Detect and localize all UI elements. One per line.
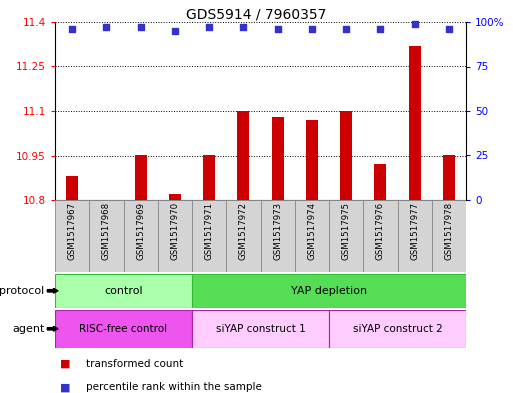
Bar: [271, 117, 284, 200]
Text: GSM1517971: GSM1517971: [205, 202, 213, 260]
Bar: [192, 274, 466, 308]
Bar: [238, 111, 249, 200]
Text: GSM1517975: GSM1517975: [342, 202, 350, 260]
Bar: [432, 200, 466, 272]
Text: control: control: [104, 286, 143, 296]
Text: ■: ■: [60, 359, 71, 369]
Text: GSM1517977: GSM1517977: [410, 202, 419, 260]
Text: GSM1517969: GSM1517969: [136, 202, 145, 260]
Bar: [398, 200, 432, 272]
Point: [136, 24, 145, 31]
Point: [308, 26, 316, 32]
Text: GSM1517978: GSM1517978: [444, 202, 453, 260]
Bar: [226, 200, 261, 272]
Bar: [295, 200, 329, 272]
Text: GSM1517973: GSM1517973: [273, 202, 282, 260]
Bar: [55, 200, 89, 272]
Point: [273, 26, 282, 32]
Bar: [55, 274, 192, 308]
Text: transformed count: transformed count: [86, 359, 183, 369]
Text: ■: ■: [60, 382, 71, 392]
Point: [171, 28, 179, 34]
Point: [239, 24, 247, 31]
Text: GSM1517968: GSM1517968: [102, 202, 111, 260]
Point: [376, 26, 384, 32]
Text: GSM1517970: GSM1517970: [170, 202, 180, 260]
Point: [410, 21, 419, 27]
Bar: [374, 164, 386, 200]
Text: protocol: protocol: [0, 286, 45, 296]
Bar: [306, 120, 318, 200]
Bar: [158, 200, 192, 272]
Bar: [124, 200, 158, 272]
Point: [445, 26, 453, 32]
Bar: [134, 156, 147, 200]
Text: GSM1517974: GSM1517974: [307, 202, 317, 260]
Bar: [363, 200, 398, 272]
Text: siYAP construct 1: siYAP construct 1: [215, 324, 305, 334]
Text: siYAP construct 2: siYAP construct 2: [352, 324, 442, 334]
Bar: [329, 200, 363, 272]
Point: [102, 24, 110, 31]
Bar: [66, 176, 78, 200]
Bar: [409, 46, 421, 200]
Text: percentile rank within the sample: percentile rank within the sample: [86, 382, 262, 392]
Text: GSM1517972: GSM1517972: [239, 202, 248, 260]
Text: RISC-free control: RISC-free control: [80, 324, 168, 334]
Bar: [169, 194, 181, 200]
Bar: [192, 200, 226, 272]
Text: agent: agent: [12, 324, 45, 334]
Bar: [340, 111, 352, 200]
Bar: [203, 156, 215, 200]
Point: [68, 26, 76, 32]
Bar: [261, 200, 295, 272]
Bar: [89, 200, 124, 272]
Bar: [55, 310, 192, 348]
Text: GSM1517967: GSM1517967: [68, 202, 76, 260]
Bar: [192, 310, 329, 348]
Point: [205, 24, 213, 31]
Text: YAP depletion: YAP depletion: [291, 286, 367, 296]
Bar: [329, 310, 466, 348]
Text: GDS5914 / 7960357: GDS5914 / 7960357: [186, 8, 327, 22]
Bar: [443, 156, 455, 200]
Text: GSM1517976: GSM1517976: [376, 202, 385, 260]
Point: [342, 26, 350, 32]
